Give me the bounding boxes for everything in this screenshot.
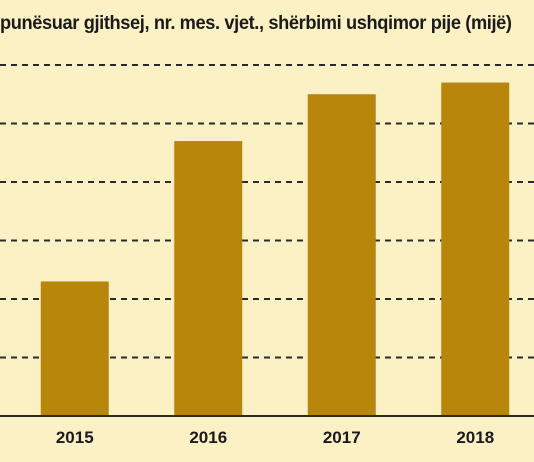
bars <box>40 82 510 417</box>
x-tick-label-2018: 2018 <box>456 428 494 447</box>
x-tick-label-2017: 2017 <box>323 428 361 447</box>
bar-2017 <box>307 94 376 416</box>
bar-2018 <box>441 82 510 417</box>
chart-title: punësuar gjithsej, nr. mes. vjet., shërb… <box>0 13 512 34</box>
x-tick-labels: 2015 2016 2017 2018 <box>56 428 494 447</box>
bar-2015 <box>40 281 109 416</box>
bar-2016 <box>174 141 243 417</box>
x-tick-label-2016: 2016 <box>189 428 227 447</box>
x-tick-label-2015: 2015 <box>56 428 94 447</box>
